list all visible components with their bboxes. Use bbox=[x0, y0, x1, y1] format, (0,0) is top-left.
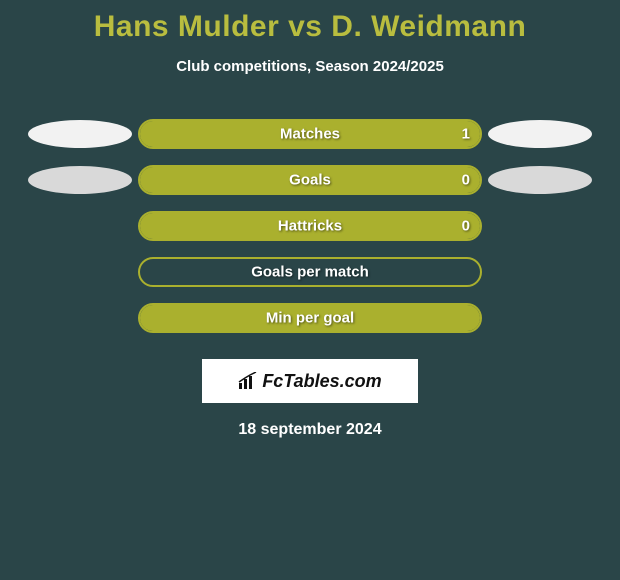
stat-row: Matches 1 bbox=[0, 111, 620, 157]
stat-bar: Goals per match bbox=[138, 257, 482, 287]
stat-value: 0 bbox=[462, 218, 470, 235]
stat-bar: Hattricks 0 bbox=[138, 211, 482, 241]
player-right-marker bbox=[488, 120, 592, 148]
stat-bar: Min per goal bbox=[138, 303, 482, 333]
stat-label: Goals per match bbox=[251, 264, 369, 281]
comparison-chart: Matches 1 Goals 0 Hattricks 0 Goals per match M… bbox=[0, 111, 620, 341]
player-left-marker bbox=[28, 166, 132, 194]
stat-label: Goals bbox=[289, 172, 331, 189]
stat-row: Min per goal bbox=[0, 295, 620, 341]
stat-label: Min per goal bbox=[266, 310, 354, 327]
logo-text: FcTables.com bbox=[262, 371, 381, 392]
logo-box: FcTables.com bbox=[202, 359, 418, 403]
stat-value: 0 bbox=[462, 172, 470, 189]
subtitle: Club competitions, Season 2024/2025 bbox=[0, 58, 620, 75]
stat-bar: Matches 1 bbox=[138, 119, 482, 149]
stat-row: Goals 0 bbox=[0, 157, 620, 203]
stat-bar: Goals 0 bbox=[138, 165, 482, 195]
stat-row: Goals per match bbox=[0, 249, 620, 295]
page-title: Hans Mulder vs D. Weidmann bbox=[0, 0, 620, 44]
stat-label: Hattricks bbox=[278, 218, 342, 235]
chart-icon bbox=[238, 372, 258, 390]
stat-row: Hattricks 0 bbox=[0, 203, 620, 249]
date-text: 18 september 2024 bbox=[0, 421, 620, 439]
stat-label: Matches bbox=[280, 126, 340, 143]
logo: FcTables.com bbox=[238, 371, 381, 392]
player-left-marker bbox=[28, 120, 132, 148]
stat-value: 1 bbox=[462, 126, 470, 143]
player-right-marker bbox=[488, 166, 592, 194]
